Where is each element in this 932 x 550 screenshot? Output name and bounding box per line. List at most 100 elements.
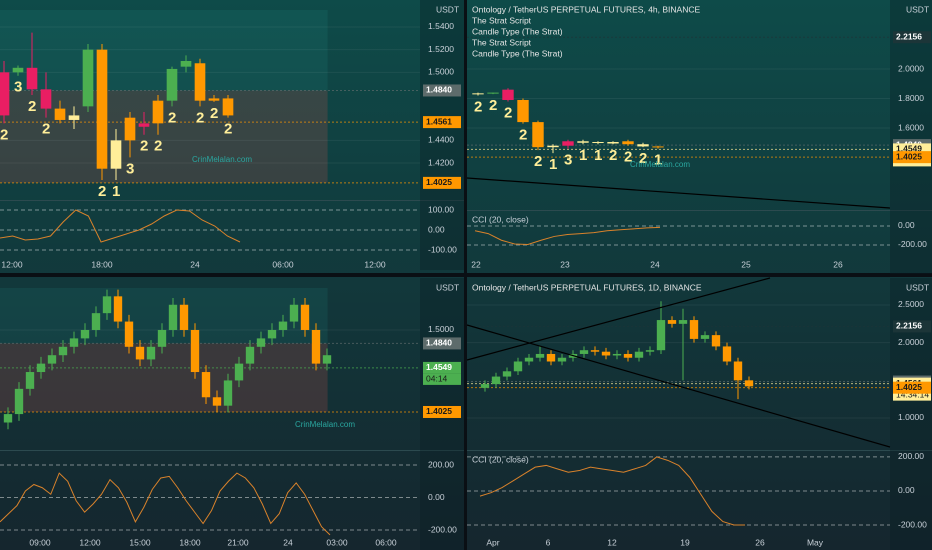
candle-body xyxy=(607,142,619,144)
panel-separator xyxy=(0,200,464,201)
y-tick-label: 1.5400 xyxy=(428,21,454,31)
cci-tick-label: 200.00 xyxy=(898,451,924,461)
axis-area xyxy=(420,0,464,270)
strat-label: 1 xyxy=(654,152,662,169)
axis-unit: USDT xyxy=(906,282,929,292)
candle-body xyxy=(546,353,556,362)
y-tick-label: 2.0000 xyxy=(898,337,924,347)
cci-tick-label: -200.00 xyxy=(428,524,457,534)
watermark: CrinMelalan.com xyxy=(630,160,690,169)
trendline xyxy=(466,177,891,209)
strat-label: 3 xyxy=(126,160,134,177)
candle-body xyxy=(634,351,644,358)
x-tick-label: May xyxy=(807,537,824,547)
x-tick-label: 09:00 xyxy=(29,537,51,547)
price-tag-label: 1.4840 xyxy=(426,85,452,95)
candle-body xyxy=(26,67,38,90)
price-tag xyxy=(423,337,461,350)
candle-body xyxy=(502,89,514,100)
x-tick-label: 12:00 xyxy=(364,259,386,269)
candle-body xyxy=(152,100,164,124)
strat-label: 2 xyxy=(474,99,482,116)
y-tick-label: 1.5000 xyxy=(428,67,454,77)
candle-body xyxy=(256,338,266,347)
strat-label: 1 xyxy=(549,156,557,173)
chart-title: Ontology / TetherUS PERPETUAL FUTURES, 1… xyxy=(472,282,702,292)
x-tick-label: 12 xyxy=(607,537,617,547)
candle-body xyxy=(40,89,52,109)
candle-body xyxy=(201,372,211,398)
candle-body xyxy=(102,296,112,314)
candle-body xyxy=(157,329,167,347)
strat-label: 2 xyxy=(210,105,218,122)
candle-body xyxy=(113,296,123,322)
axis-area xyxy=(890,0,932,274)
cci-line xyxy=(0,209,241,243)
candle-body xyxy=(612,353,622,356)
y-tick-label: 1.8000 xyxy=(898,93,924,103)
candle-body xyxy=(36,363,46,373)
y-tick-label: 1.6000 xyxy=(898,122,924,132)
watermark: CrinMelalan.com xyxy=(295,420,355,429)
countdown-box xyxy=(893,389,931,401)
candle-body xyxy=(502,371,512,377)
candle-body xyxy=(645,350,655,352)
candle-body xyxy=(47,355,57,364)
price-tag-label: 1.4025 xyxy=(896,151,922,161)
strat-label: 2 xyxy=(196,109,204,126)
x-tick-label: 26 xyxy=(755,537,765,547)
price-tag-label: 1.4025 xyxy=(426,406,452,416)
x-tick-label: 23 xyxy=(560,259,570,269)
x-tick-label: 18:00 xyxy=(91,259,113,269)
indicator-name: Candle Type (The Strat) xyxy=(472,26,563,36)
candle-body xyxy=(547,145,559,148)
cci-tick-label: 0.00 xyxy=(428,492,445,502)
cci-tick-label: 0.00 xyxy=(898,485,915,495)
price-tag-label: 1.4561 xyxy=(426,116,452,126)
price-tag-label: 1.4549 xyxy=(896,144,922,154)
candle-body xyxy=(82,49,94,107)
candle-body xyxy=(146,346,156,360)
y-tick-label: 2.0000 xyxy=(898,63,924,73)
cci-tick-label: -200.00 xyxy=(898,519,927,529)
zone-lower xyxy=(0,90,328,183)
candle-body xyxy=(487,92,499,94)
x-tick-label: 6 xyxy=(546,537,551,547)
candle-body xyxy=(222,98,234,116)
x-tick-label: 03:00 xyxy=(326,537,348,547)
strat-label: 2 xyxy=(98,183,106,200)
candle-body xyxy=(722,346,732,362)
price-tag xyxy=(423,84,461,97)
candle-body xyxy=(472,93,484,95)
candle-body xyxy=(168,304,178,330)
price-tag xyxy=(423,116,461,129)
candle-body xyxy=(557,357,567,362)
panel-separator xyxy=(467,450,932,451)
y-tick-label: 1.4200 xyxy=(428,157,454,167)
candle-body xyxy=(592,142,604,144)
candle-body xyxy=(91,313,101,330)
candle-body xyxy=(25,372,35,389)
candle-body xyxy=(524,357,534,362)
panel-separator xyxy=(0,450,464,451)
price-tag xyxy=(423,361,461,374)
candle-body xyxy=(590,350,600,352)
candle-body xyxy=(311,329,321,364)
candle-body xyxy=(212,397,222,406)
x-tick-label: 26 xyxy=(833,259,843,269)
candle-body xyxy=(623,353,633,358)
strat-label: 1 xyxy=(112,183,120,200)
candle-body xyxy=(579,350,589,354)
candle-body xyxy=(322,355,332,364)
candle-body xyxy=(124,117,136,141)
candle-body xyxy=(80,329,90,339)
candle-body xyxy=(700,335,710,339)
strat-label: 3 xyxy=(564,152,572,169)
countdown: 04:14 xyxy=(426,374,448,384)
strat-label: 2 xyxy=(0,126,8,143)
y-tick-label: 1.5000 xyxy=(428,324,454,334)
zone-lower xyxy=(0,343,328,412)
x-tick-label: 22 xyxy=(471,259,481,269)
